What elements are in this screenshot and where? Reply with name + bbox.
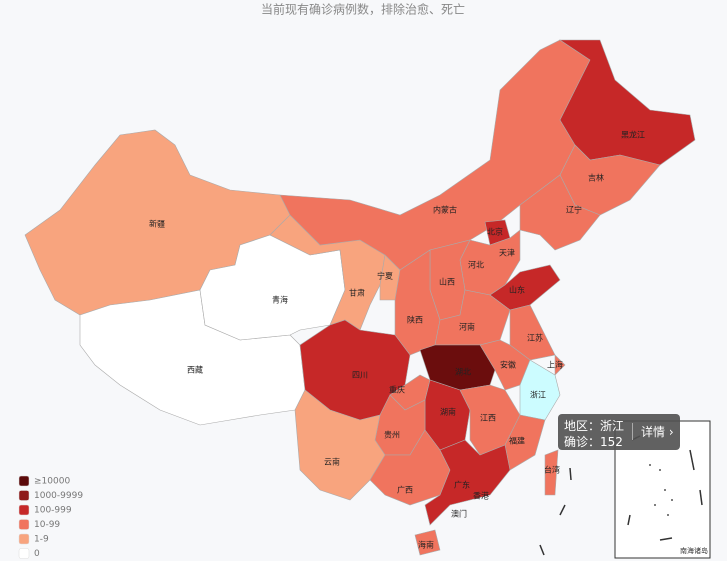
province-label: 广西 bbox=[397, 485, 413, 495]
province-label: 北京 bbox=[487, 227, 503, 237]
province-label: 西藏 bbox=[187, 365, 203, 375]
legend-swatch[interactable] bbox=[18, 475, 30, 487]
label[interactable]: 详情 bbox=[641, 425, 666, 439]
province-label: 福建 bbox=[509, 436, 525, 446]
value: 152 bbox=[600, 435, 623, 449]
legend-swatch[interactable] bbox=[18, 504, 30, 516]
province-label: 浙江 bbox=[530, 390, 546, 400]
province-label: 青海 bbox=[272, 295, 288, 305]
province[interactable] bbox=[554, 354, 566, 376]
province-label: 贵州 bbox=[384, 430, 400, 440]
province-label: 湖北 bbox=[455, 368, 471, 377]
province-label: 江苏 bbox=[527, 333, 543, 343]
legend-label[interactable]: 1000-9999 bbox=[34, 491, 83, 501]
province[interactable] bbox=[379, 254, 401, 301]
province-label: 台湾 bbox=[544, 465, 560, 475]
province-label: 内蒙古 bbox=[433, 205, 457, 215]
province-label: 江西 bbox=[480, 414, 496, 423]
label: 地区： bbox=[564, 419, 601, 433]
legend-swatch[interactable] bbox=[18, 519, 30, 530]
province-label: 新疆 bbox=[149, 219, 165, 229]
province-label: 上海 bbox=[547, 360, 563, 370]
value: 浙江 bbox=[600, 419, 625, 433]
legend-swatch[interactable] bbox=[18, 490, 30, 501]
label: 确诊： bbox=[564, 435, 601, 449]
province-label: 天津 bbox=[499, 248, 515, 258]
province-label: 海南 bbox=[418, 540, 434, 550]
inset-label: 南海诸岛 bbox=[680, 546, 708, 555]
province-label: 重庆 bbox=[389, 385, 405, 395]
legend-swatch[interactable] bbox=[18, 533, 30, 545]
region-label: 香港 bbox=[473, 491, 489, 501]
province[interactable] bbox=[519, 174, 601, 251]
province-label: 黑龙江 bbox=[621, 130, 645, 140]
province-label: 宁夏 bbox=[377, 271, 393, 281]
legend-label[interactable]: 100-999 bbox=[34, 506, 72, 516]
province-label: 湖南 bbox=[440, 407, 456, 417]
province[interactable] bbox=[414, 529, 441, 556]
title: 当前现有确诊病例数，排除治愈、死亡 bbox=[261, 2, 465, 17]
province[interactable] bbox=[544, 449, 559, 496]
province-label: 河南 bbox=[459, 322, 475, 332]
province-label: 河北 bbox=[468, 260, 484, 270]
inset-dots bbox=[649, 464, 673, 516]
province-label: 安徽 bbox=[500, 360, 516, 370]
province-label: 山西 bbox=[439, 277, 455, 287]
tooltip: 地区：浙江 确诊：152 详情 › bbox=[558, 414, 680, 450]
province-label: 四川 bbox=[352, 371, 368, 380]
province[interactable] bbox=[424, 439, 511, 526]
detail-button[interactable]: 详情 › bbox=[632, 423, 674, 440]
legend-label[interactable]: 10-99 bbox=[34, 520, 60, 530]
province-label: 云南 bbox=[324, 457, 340, 467]
province-label: 广东 bbox=[454, 480, 470, 490]
province-label: 辽宁 bbox=[566, 205, 582, 215]
province-label: 甘肃 bbox=[349, 288, 365, 298]
legend-label[interactable]: 1-9 bbox=[34, 535, 49, 545]
legend-label[interactable]: 0 bbox=[34, 549, 40, 559]
province-label: 山东 bbox=[509, 285, 525, 295]
tooltip-count: 确诊：152 bbox=[564, 433, 623, 450]
legend-label[interactable]: ≥10000 bbox=[34, 477, 70, 487]
province[interactable] bbox=[504, 414, 546, 471]
region-label: 澳门 bbox=[451, 509, 467, 519]
tooltip-region: 地区：浙江 bbox=[564, 417, 624, 434]
legend-swatch[interactable] bbox=[18, 548, 30, 559]
province-label: 陕西 bbox=[407, 315, 423, 325]
province-label: 吉林 bbox=[588, 173, 604, 183]
